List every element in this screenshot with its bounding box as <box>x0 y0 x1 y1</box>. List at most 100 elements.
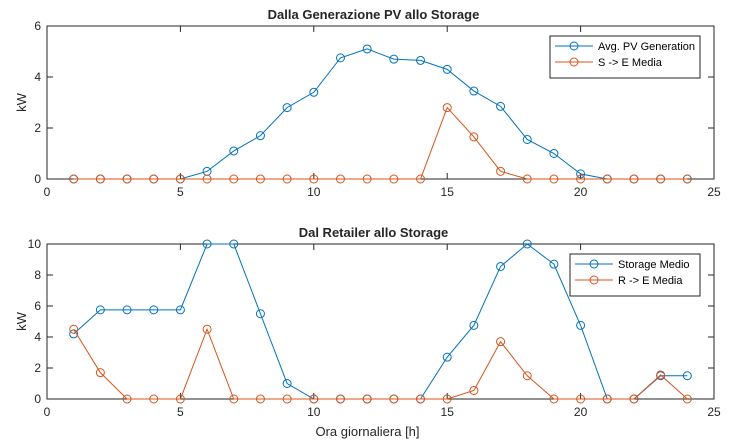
data-point <box>389 54 399 64</box>
data-point <box>95 174 105 184</box>
legend-swatch-marker <box>569 57 579 67</box>
data-point <box>442 103 452 113</box>
chart-1: 0 5 10 15 20 25 0 2 4 6 Dalla Generazione PV allo … <box>14 7 721 199</box>
data-point <box>469 86 479 96</box>
data-point <box>576 169 586 179</box>
x-tick-label: 20 <box>574 185 588 199</box>
y-axis-label: kW <box>14 92 29 112</box>
data-point <box>229 239 239 249</box>
y-tick-label: 0 <box>34 392 41 406</box>
data-point <box>469 132 479 142</box>
data-point <box>682 174 692 184</box>
x-tick-label: 5 <box>177 405 184 419</box>
y-tick-label: 4 <box>34 70 41 84</box>
data-point <box>335 174 345 184</box>
y-tick-label: 2 <box>34 361 41 375</box>
data-point <box>149 174 159 184</box>
data-point <box>255 174 265 184</box>
data-point <box>282 174 292 184</box>
data-point <box>629 174 639 184</box>
data-point <box>389 394 399 404</box>
x-tick-label: 10 <box>307 405 321 419</box>
data-point <box>122 394 132 404</box>
data-point <box>442 352 452 362</box>
legend-label: R -> E Media <box>618 275 683 287</box>
data-point <box>602 174 612 184</box>
chart-title: Dal Retailer allo Storage <box>299 225 449 240</box>
data-point <box>202 324 212 334</box>
data-point <box>416 174 426 184</box>
data-point <box>175 305 185 315</box>
x-tick-label: 10 <box>307 185 321 199</box>
data-point <box>95 368 105 378</box>
data-point <box>682 394 692 404</box>
data-point <box>522 174 532 184</box>
y-tick-label: 8 <box>34 268 41 282</box>
data-point <box>122 305 132 315</box>
y-tick-label: 0 <box>34 172 41 186</box>
data-point <box>282 379 292 388</box>
data-point <box>255 309 265 319</box>
data-point <box>522 134 532 144</box>
x-tick-label: 0 <box>44 405 51 419</box>
y-tick-label: 6 <box>34 19 41 33</box>
legend-box <box>569 253 701 297</box>
data-point <box>202 174 212 184</box>
legend-label: Avg. PV Generation <box>598 41 695 53</box>
data-point <box>309 87 319 97</box>
legend-label: S -> E Media <box>598 57 663 69</box>
x-tick-label: 5 <box>177 185 184 199</box>
data-point <box>496 337 506 347</box>
series-2 <box>69 103 692 184</box>
data-point <box>496 261 506 271</box>
data-point <box>496 101 506 111</box>
legend-label: Storage Medio <box>618 259 690 271</box>
data-point <box>576 320 586 330</box>
data-point <box>549 394 559 404</box>
data-point <box>229 146 239 156</box>
data-point <box>602 394 612 404</box>
data-point <box>149 305 159 315</box>
data-point <box>309 174 319 184</box>
x-tick-label: 25 <box>707 185 721 199</box>
y-tick-label: 10 <box>28 237 42 251</box>
x-axis-label: Ora giornaliera [h] <box>315 424 419 439</box>
legend-swatch-marker <box>569 41 579 51</box>
data-point <box>362 174 372 184</box>
legend: Storage Medio R -> E Media <box>569 253 701 297</box>
data-point <box>656 174 666 184</box>
data-point <box>416 55 426 65</box>
data-point <box>442 394 452 404</box>
data-point <box>282 103 292 113</box>
data-point <box>69 174 79 184</box>
data-point <box>149 394 159 404</box>
data-point <box>682 371 692 381</box>
data-point <box>469 320 479 330</box>
y-tick-label: 2 <box>34 121 41 135</box>
data-point <box>95 305 105 315</box>
data-point <box>255 131 265 141</box>
data-point <box>229 394 239 404</box>
y-axis-label: kW <box>14 311 29 331</box>
data-point <box>549 259 559 269</box>
data-point <box>335 394 345 404</box>
data-point <box>175 394 185 404</box>
data-point <box>175 174 185 184</box>
data-point <box>255 394 265 404</box>
data-point <box>549 149 559 158</box>
legend-swatch-marker <box>589 259 599 269</box>
series-2 <box>69 324 692 404</box>
data-point <box>629 394 639 404</box>
data-point <box>469 385 479 395</box>
data-point <box>202 239 212 249</box>
data-point <box>335 53 345 63</box>
data-point <box>309 394 319 404</box>
data-point <box>389 174 399 184</box>
data-point <box>522 371 532 381</box>
data-point <box>282 394 292 404</box>
data-point <box>69 324 79 334</box>
data-point <box>122 174 132 184</box>
data-point <box>496 166 506 176</box>
x-tick-label: 15 <box>441 405 455 419</box>
